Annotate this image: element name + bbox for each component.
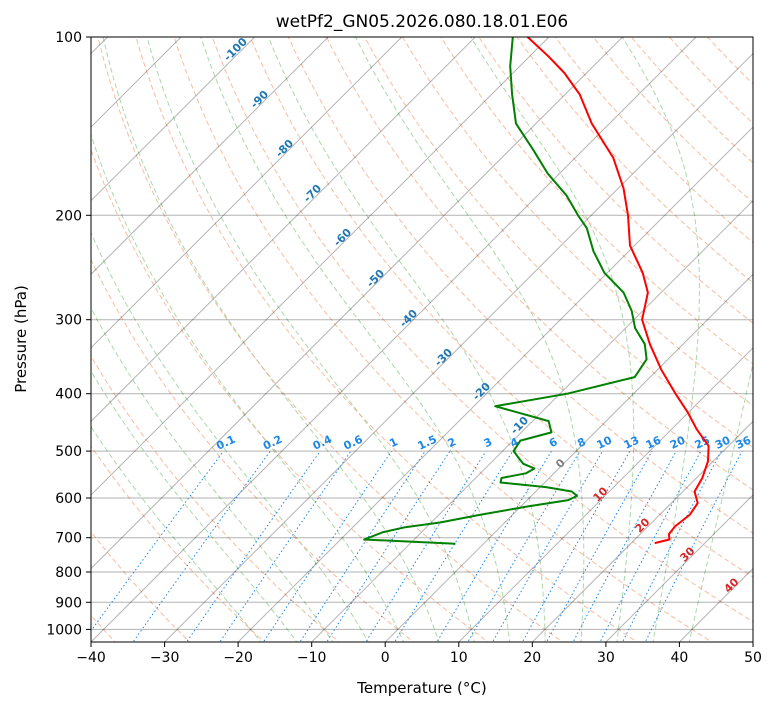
isotherm-line <box>605 494 753 642</box>
moist-adiabats <box>91 37 753 642</box>
mixing-ratio-line <box>622 450 722 642</box>
moist-adiabat-line <box>91 307 334 642</box>
mixing-ratio-label: 10 <box>595 433 615 451</box>
isotherm-line <box>91 37 329 275</box>
isotherm-line <box>91 37 624 570</box>
mixing-ratio-line <box>91 450 224 632</box>
mixing-ratio-label: 30 <box>713 433 733 451</box>
isotherm-line <box>91 37 550 496</box>
x-tick-label: 0 <box>381 650 390 666</box>
x-axis-label: Temperature (°C) <box>356 679 486 697</box>
mixing-ratio-line <box>132 450 271 642</box>
dry-adiabat-line <box>97 37 564 642</box>
moist-adiabat-line <box>688 360 753 642</box>
mixing-ratio-line <box>572 450 677 642</box>
isotherms <box>0 10 753 654</box>
isotherm-line <box>91 37 477 423</box>
mixing-ratio-label: 25 <box>693 434 712 452</box>
dry-adiabat-line <box>91 355 340 642</box>
isotherm-line <box>91 37 256 202</box>
isotherm-line <box>237 126 753 642</box>
moist-adiabat-line <box>102 37 440 642</box>
mixing-ratio-line <box>326 450 451 642</box>
y-tick-label: 800 <box>55 565 82 581</box>
isotherm-line <box>91 37 403 349</box>
isotherm-line <box>0 10 61 654</box>
mixing-ratio-line <box>185 450 321 642</box>
y-tick-label: 900 <box>55 595 82 611</box>
x-tick-label: 30 <box>597 650 615 666</box>
y-tick-label: 700 <box>55 531 82 547</box>
x-tick-label: −30 <box>150 650 180 666</box>
x-tick-label: −40 <box>76 650 106 666</box>
x-tick-label: 50 <box>744 650 762 666</box>
y-tick-label: 500 <box>55 444 82 460</box>
mixing-ratio-label: 13 <box>622 434 641 452</box>
skewt-plot-area: -100-90-80-70-60-50-40-30-20-10 01020304… <box>0 10 754 654</box>
y-tick-label: 400 <box>55 387 82 403</box>
dry-adiabat-line <box>287 37 753 534</box>
y-tick-label: 600 <box>55 491 82 507</box>
dry-adiabat-line <box>249 37 753 578</box>
mixing-ratio-line <box>262 450 392 642</box>
moist-adiabat-line <box>91 231 369 642</box>
isotherm-line <box>310 199 753 642</box>
x-tick-label: 20 <box>523 650 541 666</box>
x-tick-label: 40 <box>670 650 688 666</box>
mixing-ratio-line <box>219 450 352 642</box>
temperature-profile-line <box>526 37 710 545</box>
isotherm-line <box>531 420 753 642</box>
isotherm-line <box>91 37 697 642</box>
dry-adiabat-line <box>91 531 191 642</box>
moist-adiabat-line <box>200 37 511 642</box>
mixing-ratio-lines <box>91 450 743 642</box>
plot-frame <box>90 36 754 643</box>
x-tick-label: −10 <box>297 650 327 666</box>
x-tick-label: −20 <box>223 650 253 666</box>
y-tick-label: 1000 <box>46 622 82 638</box>
mixing-ratio-line <box>394 450 514 642</box>
y-tick-label: 200 <box>55 208 82 224</box>
moist-adiabat-line <box>355 37 585 642</box>
dry-adiabat-line <box>440 37 753 365</box>
mixing-ratio-label: 16 <box>644 433 664 451</box>
dry-adiabats <box>91 37 753 642</box>
y-tick-label: 100 <box>55 30 82 46</box>
dry-adiabat-line <box>211 37 753 623</box>
mixing-ratio-line <box>365 450 487 642</box>
mixing-ratio-line <box>599 450 702 642</box>
dry-adiabat-line <box>325 37 753 491</box>
moist-adiabat-line <box>621 37 700 642</box>
chart-title: wetPf2_GN05.2026.080.18.01.E06 <box>276 12 568 32</box>
isotherm-line <box>458 347 753 642</box>
mixing-ratio-line <box>467 450 581 642</box>
x-axis: −40 −30 −20 −10 0 10 20 30 40 50 <box>76 642 762 666</box>
mixing-ratio-line <box>299 450 426 642</box>
moist-adiabat-line <box>91 425 262 642</box>
isotherm-line <box>163 52 753 642</box>
isotherm-line <box>91 37 182 128</box>
dry-adiabat-line <box>173 37 713 642</box>
moist-adiabat-line <box>91 133 405 642</box>
mixing-ratio-label: 36 <box>734 433 754 451</box>
dry-adiabat-line <box>135 37 639 642</box>
x-tick-label: 10 <box>450 650 468 666</box>
profiles <box>363 37 710 545</box>
y-axis-label: Pressure (hPa) <box>12 285 30 393</box>
y-tick-label: 300 <box>55 313 82 329</box>
y-axis: 100 200 300 400 500 600 700 800 900 1000 <box>46 30 91 638</box>
moist-adiabat-line <box>146 37 475 642</box>
dry-adiabat-line <box>91 258 415 642</box>
moist-adiabat-line <box>267 37 546 642</box>
dewpoint-profile-line <box>363 37 648 545</box>
dry-adiabat-line <box>516 37 753 284</box>
dry-adiabat-line <box>402 37 753 407</box>
isotherm-line <box>384 273 753 642</box>
mixing-ratio-label: 20 <box>668 433 688 451</box>
